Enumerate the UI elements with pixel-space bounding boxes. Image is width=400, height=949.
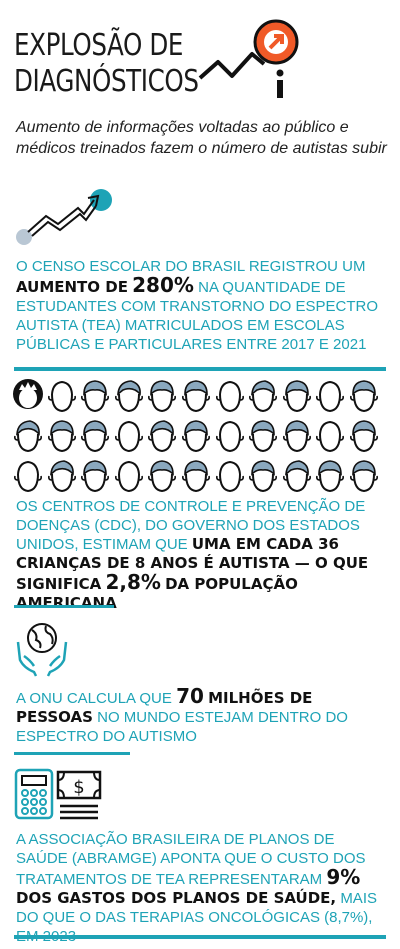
child-face-icon — [47, 420, 76, 453]
child-face-icon — [81, 460, 110, 493]
trend-info-icon — [198, 19, 299, 98]
block-onu: A ONU calcula que 70 milhões de pessoas … — [16, 684, 386, 746]
child-face-icon — [148, 420, 177, 453]
child-face-icon — [148, 460, 177, 493]
block-abramge-text-a: A Associação Brasileira de Planos de Saú… — [16, 831, 366, 888]
page-title: EXPLOSÃO DE DIAGNÓSTICOS — [14, 28, 199, 100]
svg-text:$: $ — [73, 777, 84, 798]
block-onu-text-b: no mundo estejam dentro do espectro do a… — [16, 709, 348, 745]
divider — [14, 605, 114, 608]
child-face-icon — [47, 380, 76, 413]
block-onu-text-a: A ONU calcula que — [16, 690, 172, 707]
child-face-icon — [350, 380, 378, 413]
child-face-icon — [316, 420, 345, 453]
divider — [14, 752, 130, 755]
divider — [14, 935, 386, 939]
highlighted-child-face-icon — [13, 379, 43, 409]
child-face-icon — [350, 420, 378, 453]
page-subtitle: Aumento de informações voltadas ao públi… — [16, 119, 387, 157]
child-face-icon — [114, 460, 143, 493]
child-face-icon — [249, 380, 278, 413]
block-onu-number: 70 — [176, 684, 204, 708]
child-face-icon — [249, 460, 278, 493]
calculator-icon — [14, 768, 54, 820]
child-face-icon — [81, 420, 110, 453]
title-line-1: EXPLOSÃO DE — [14, 28, 184, 63]
block-censo-text-a: O censo escolar do Brasil registrou um — [16, 258, 366, 275]
block-cdc-number: 2,8% — [105, 570, 161, 594]
block-abramge: A Associação Brasileira de Planos de Saú… — [16, 830, 386, 946]
child-face-icon — [215, 460, 244, 493]
child-face-icon — [182, 460, 210, 493]
title-line-2: DIAGNÓSTICOS — [14, 64, 199, 99]
child-face-icon — [215, 420, 244, 453]
child-face-icon — [182, 420, 210, 453]
trend-arrow-icon — [16, 189, 112, 245]
child-face-icon — [14, 460, 42, 493]
child-face-icon — [81, 380, 110, 413]
block-censo-number: 280% — [132, 273, 194, 297]
child-face-icon — [14, 420, 42, 453]
child-face-icon — [215, 380, 244, 413]
child-face-icon — [182, 380, 210, 413]
divider — [14, 367, 386, 371]
block-onu-highlight: milhões de pessoas — [16, 689, 313, 726]
child-face-icon — [114, 420, 143, 453]
child-face-icon — [47, 460, 76, 493]
child-face-icon — [282, 380, 311, 413]
child-face-icon — [282, 420, 311, 453]
block-cdc-highlight-a: uma em cada 36 crianças de 8 anos é auti… — [16, 535, 369, 593]
block-abramge-number: 9% — [326, 865, 361, 889]
child-face-icon — [282, 460, 311, 493]
child-face-icon — [316, 380, 345, 413]
block-censo-highlight: aumento de — [16, 278, 128, 296]
block-censo: O censo escolar do Brasil registrou um a… — [16, 257, 386, 354]
child-face-icon — [350, 460, 378, 493]
globe-hands-icon — [16, 623, 68, 677]
child-face-icon — [249, 420, 278, 453]
child-face-icon — [148, 380, 177, 413]
child-face-icon — [316, 460, 345, 493]
money-icon: $ — [56, 770, 102, 820]
block-cdc-text-a: Os Centros de Controle e Prevenção de Do… — [16, 498, 366, 553]
block-cdc: Os Centros de Controle e Prevenção de Do… — [16, 497, 386, 613]
child-face-icon — [114, 380, 143, 413]
block-censo-text-b: na quantidade de estudantes com Transtor… — [16, 279, 378, 353]
block-abramge-highlight: dos gastos dos planos de saúde, — [16, 889, 337, 907]
